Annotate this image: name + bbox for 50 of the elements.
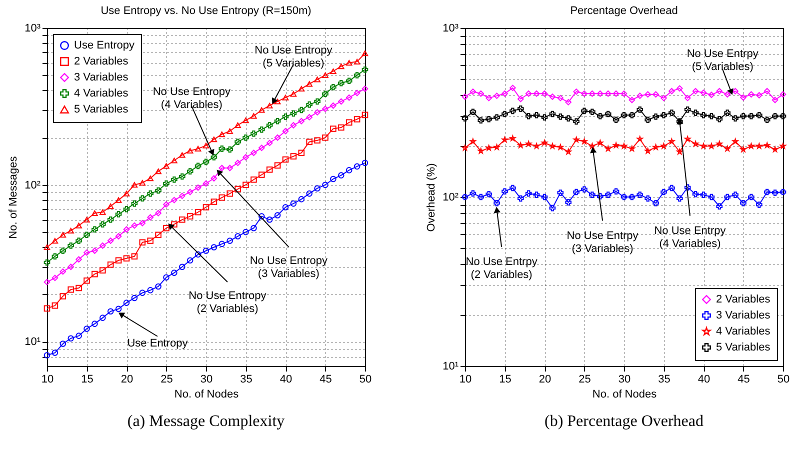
x-tick-label: 10 [459, 374, 472, 386]
x-tick-label: 20 [120, 374, 134, 386]
annotation: No Use Entropy (4 Variables) [152, 86, 232, 112]
x-tick-label: 40 [280, 374, 292, 386]
text: (a) Message Complexity [127, 413, 285, 430]
annotation: Use Entropy [127, 337, 188, 350]
x-tick-label: 15 [81, 374, 94, 386]
legend-label: 4 Variables [716, 326, 771, 338]
x-tick-label: 35 [240, 374, 252, 386]
x-tick-label: 45 [320, 374, 332, 386]
annotation: No Use Entrpy (3 Variables) [566, 230, 639, 255]
x-axis-title: No. of Nodes [592, 388, 658, 400]
legend-label: 5 Variables [74, 104, 129, 116]
x-tick-label: 50 [777, 374, 790, 386]
y-tick-label: 10¹ [442, 360, 459, 372]
annotation: No Use Entropy (3 Variables) [250, 255, 328, 280]
y-tick-label: 10¹ [24, 336, 41, 348]
chart-title: Use Entropy vs. No Use Entropy (R=150m) [100, 5, 312, 17]
x-tick-label: 45 [738, 374, 750, 386]
annotation: No Use Entropy (5 Variables) [254, 44, 333, 70]
y-axis-title: Overhead (%) [426, 163, 438, 232]
legend-label: 5 Variables [716, 342, 771, 354]
annotation: No Use Entrpy (5 Variables) [686, 48, 759, 74]
x-tick-label: 10 [41, 374, 54, 386]
y-axis-title: No. of Messages [8, 156, 20, 239]
annotation: No Use Entrpy (4 Variables) [654, 224, 726, 250]
y-tick-label: 10³ [442, 22, 459, 34]
chart-title: Percentage Overhead [570, 5, 678, 17]
x-tick-label: 30 [200, 374, 213, 386]
legend-label: 2 Variables [74, 56, 129, 68]
x-tick-label: 15 [499, 374, 512, 386]
x-axis-title: No. of Nodes [174, 388, 240, 400]
x-tick-label: 25 [160, 374, 173, 386]
x-tick-label: 20 [538, 374, 552, 386]
annotation: No Use Entropy (2 Variables) [188, 290, 267, 316]
x-tick-label: 40 [698, 374, 710, 386]
x-tick-label: 25 [578, 374, 591, 386]
legend-label: 2 Variables [716, 294, 771, 306]
x-tick-label: 50 [359, 374, 372, 386]
text: (b) Percentage Overhead [544, 413, 704, 430]
legend-label: 3 Variables [716, 310, 771, 322]
legend-label: 4 Variables [74, 88, 129, 100]
x-tick-label: 35 [658, 374, 670, 386]
x-tick-label: 30 [618, 374, 631, 386]
y-tick-label: 10² [24, 179, 41, 192]
legend-label: Use Entropy [74, 40, 136, 52]
legend-label: 3 Variables [74, 72, 129, 84]
y-tick-label: 10² [442, 192, 459, 204]
y-tick-label: 10³ [24, 22, 41, 34]
annotation: No Use Entrpy (2 Variables) [466, 256, 538, 282]
